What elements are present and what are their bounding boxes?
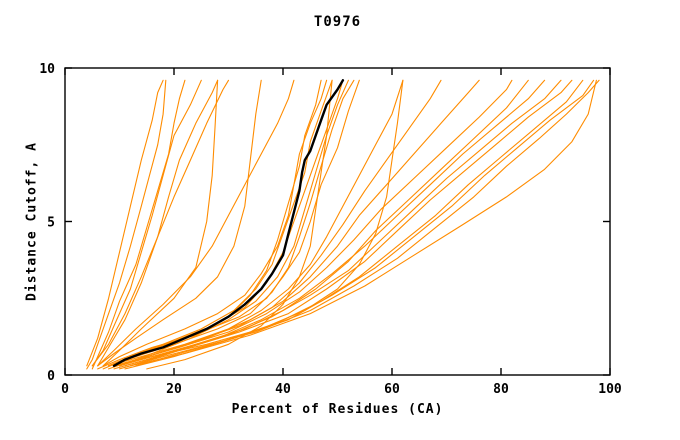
prediction-curve bbox=[91, 79, 186, 370]
prediction-curve bbox=[91, 79, 202, 367]
prediction-curve bbox=[102, 79, 360, 370]
prediction-curve bbox=[97, 79, 322, 370]
prediction-curve bbox=[118, 79, 480, 367]
prediction-curve bbox=[135, 79, 600, 367]
prediction-curve bbox=[102, 79, 328, 367]
y-tick-label: 0 bbox=[47, 369, 55, 384]
x-tick-label: 40 bbox=[275, 382, 291, 397]
x-tick-label: 60 bbox=[384, 382, 400, 397]
prediction-curve bbox=[102, 79, 219, 367]
chart-title: T0976 bbox=[313, 14, 362, 30]
prediction-curve bbox=[108, 79, 355, 367]
prediction-curve bbox=[129, 79, 597, 367]
prediction-curve bbox=[97, 79, 219, 367]
prediction-curve bbox=[108, 79, 404, 367]
prediction-curve bbox=[108, 79, 513, 370]
prediction-curve bbox=[113, 79, 404, 367]
prediction-curve bbox=[91, 79, 230, 367]
x-tick-label: 80 bbox=[493, 382, 509, 397]
prediction-curve bbox=[86, 79, 164, 367]
x-tick-label: 0 bbox=[61, 382, 69, 397]
prediction-curve bbox=[129, 79, 573, 367]
prediction-curve bbox=[118, 79, 584, 370]
prediction-curve bbox=[97, 79, 262, 367]
prediction-curve bbox=[118, 79, 546, 367]
reference-curve bbox=[112, 79, 345, 367]
x-axis-label: Percent of Residues (CA) bbox=[231, 402, 444, 417]
x-tick-label: 100 bbox=[598, 382, 622, 397]
x-tick-label: 20 bbox=[166, 382, 182, 397]
y-tick-label: 10 bbox=[39, 62, 55, 77]
prediction-curve bbox=[124, 79, 562, 367]
prediction-curve bbox=[97, 79, 295, 367]
y-tick-label: 5 bbox=[47, 216, 55, 231]
prediction-curve bbox=[86, 79, 167, 370]
